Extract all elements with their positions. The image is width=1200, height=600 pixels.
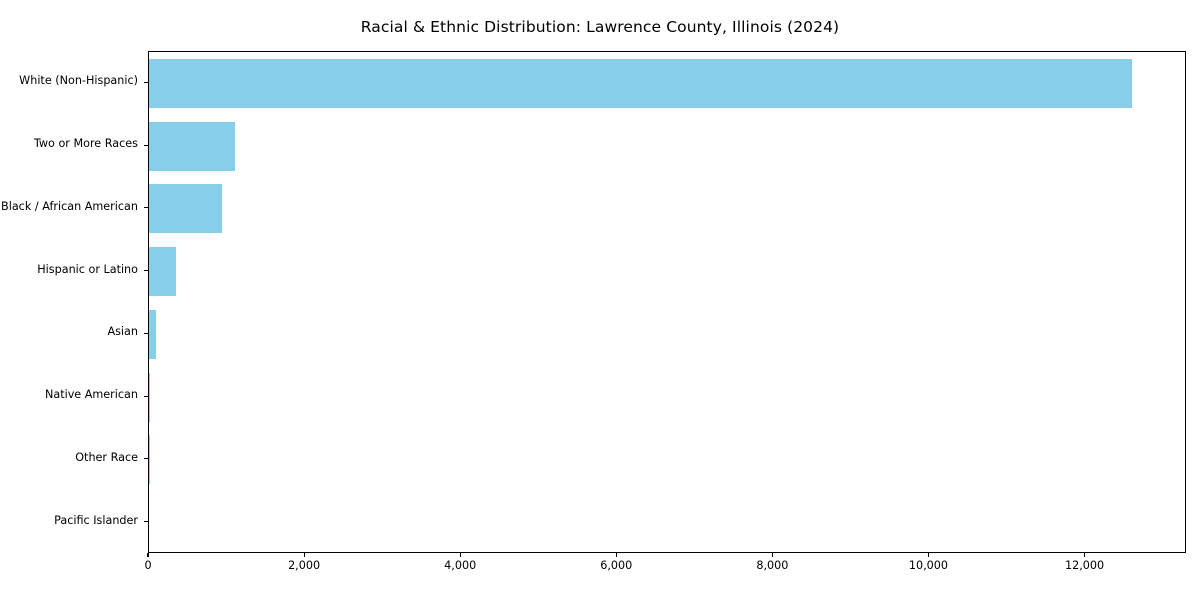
- y-tick-mark: [143, 521, 148, 523]
- bar: [149, 184, 222, 234]
- x-tick-mark: [771, 553, 773, 558]
- y-tick-mark: [143, 332, 148, 334]
- x-tick-label: 8,000: [756, 559, 789, 572]
- plot-area: [148, 51, 1186, 553]
- x-tick-label: 0: [144, 559, 152, 572]
- y-tick-mark: [143, 395, 148, 397]
- y-tick-mark: [143, 458, 148, 460]
- x-tick-label: 10,000: [908, 559, 949, 572]
- x-tick-mark: [147, 553, 149, 558]
- x-tick-label: 6,000: [600, 559, 633, 572]
- y-tick-label: Asian: [107, 325, 138, 339]
- y-tick-label: Native American: [44, 388, 138, 402]
- y-tick-mark: [143, 207, 148, 209]
- y-tick-label: Black / African American: [1, 199, 138, 213]
- y-tick-mark: [143, 81, 148, 83]
- bar: [149, 247, 176, 297]
- bar: [149, 372, 150, 422]
- chart-title: Racial & Ethnic Distribution: Lawrence C…: [360, 18, 840, 36]
- x-tick-mark: [1083, 553, 1086, 558]
- y-tick-label: Pacific Islander: [54, 513, 138, 527]
- x-tick-mark: [927, 553, 929, 558]
- bar: [149, 435, 150, 485]
- bar: [149, 121, 235, 171]
- y-tick-label: Hispanic or Latino: [37, 262, 138, 276]
- y-axis: White (Non-Hispanic) Two or More Races Bla…: [0, 51, 148, 553]
- bar: [149, 58, 1133, 108]
- x-tick-label: 4,000: [444, 559, 477, 572]
- x-axis: 0 2,000 4,000 6,000 8,000 10,000 12,000: [144, 553, 1186, 593]
- y-tick-label: Other Race: [75, 450, 138, 464]
- x-tick-label: 12,000: [1064, 559, 1105, 572]
- x-tick-mark: [303, 553, 305, 558]
- x-tick-mark: [459, 553, 461, 558]
- y-tick-mark: [143, 144, 148, 146]
- x-tick-label: 2,000: [288, 559, 321, 572]
- y-tick-label: Two or More Races: [33, 137, 138, 151]
- y-tick-mark: [143, 270, 148, 272]
- bar: [149, 309, 156, 359]
- bars-layer: [149, 52, 1185, 552]
- x-tick-mark: [615, 553, 617, 558]
- y-tick-label: White (Non-Hispanic): [19, 74, 138, 88]
